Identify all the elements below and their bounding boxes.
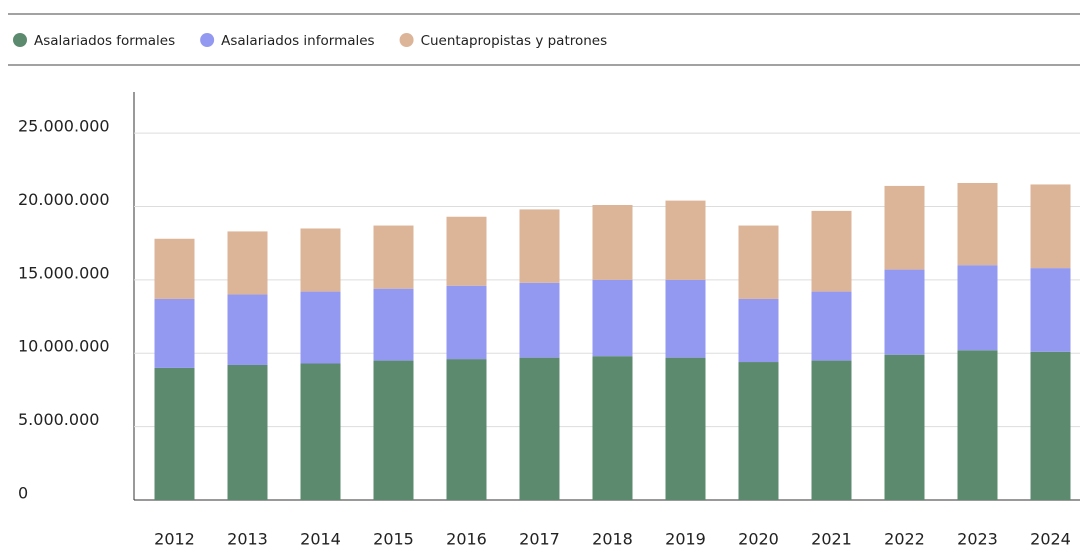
x-tick-label: 2022 (884, 530, 925, 547)
bar-segment (665, 357, 706, 500)
x-tick-label: 2019 (665, 530, 706, 547)
bar-segment (446, 285, 487, 360)
bar-segment (300, 291, 341, 364)
x-tick-label: 2015 (373, 530, 414, 547)
x-tick-label: 2020 (738, 530, 779, 547)
x-tick-label: 2014 (300, 530, 341, 547)
bar-segment (1030, 184, 1071, 269)
bar-segment (957, 350, 998, 500)
y-tick-label: 0 (18, 484, 28, 503)
y-tick-label: 15.000.000 (18, 263, 110, 282)
bar-segment (519, 209, 560, 283)
bar-segment (519, 282, 560, 358)
bar-segment (738, 225, 779, 299)
bar-segment (738, 362, 779, 500)
x-tick-label: 2021 (811, 530, 852, 547)
bar-segment (1030, 351, 1071, 500)
y-tick-label: 10.000.000 (18, 337, 110, 356)
legend-swatch (200, 33, 215, 47)
legend-label: Cuentapropistas y patrones (421, 33, 608, 49)
bar-segment (154, 367, 195, 500)
bar-segment (884, 185, 925, 270)
bar-segment (446, 216, 487, 286)
bar-segment (957, 182, 998, 266)
bar-segment (592, 279, 633, 357)
bar-segment (811, 360, 852, 500)
y-tick-label: 5.000.000 (18, 410, 99, 429)
bar-segment (957, 265, 998, 351)
legend-label: Asalariados informales (221, 33, 374, 49)
bar-segment (884, 269, 925, 355)
bar-segment (446, 359, 487, 500)
bar-segment (300, 228, 341, 292)
x-tick-label: 2023 (957, 530, 998, 547)
bar-segment (592, 356, 633, 500)
legend-label: Asalariados formales (34, 33, 175, 49)
legend-swatch (399, 33, 414, 47)
bar-segment (227, 231, 268, 295)
bar-segment (373, 288, 414, 361)
bar-segment (373, 360, 414, 500)
bar-segment (811, 291, 852, 361)
bar-segment (738, 298, 779, 363)
bar-segment (519, 357, 560, 500)
x-tick-label: 2016 (446, 530, 487, 547)
bar-segment (811, 210, 852, 292)
bar-segment (665, 279, 706, 358)
bar-segment (373, 225, 414, 289)
x-tick-label: 2012 (154, 530, 195, 547)
bar-segment (665, 200, 706, 280)
bar-segment (884, 354, 925, 500)
legend-swatch (13, 33, 27, 47)
bar-segment (154, 298, 195, 368)
y-tick-label: 20.000.000 (18, 190, 110, 209)
x-tick-label: 2024 (1030, 530, 1071, 547)
y-tick-label: 25.000.000 (18, 117, 110, 136)
bar-segment (227, 364, 268, 500)
x-tick-label: 2018 (592, 530, 633, 547)
x-tick-label: 2013 (227, 530, 268, 547)
x-tick-label: 2017 (519, 530, 560, 547)
bar-segment (227, 294, 268, 365)
bar-segment (300, 363, 341, 500)
bar-segment (154, 238, 195, 299)
bar-segment (592, 205, 633, 280)
bar-segment (1030, 268, 1071, 352)
